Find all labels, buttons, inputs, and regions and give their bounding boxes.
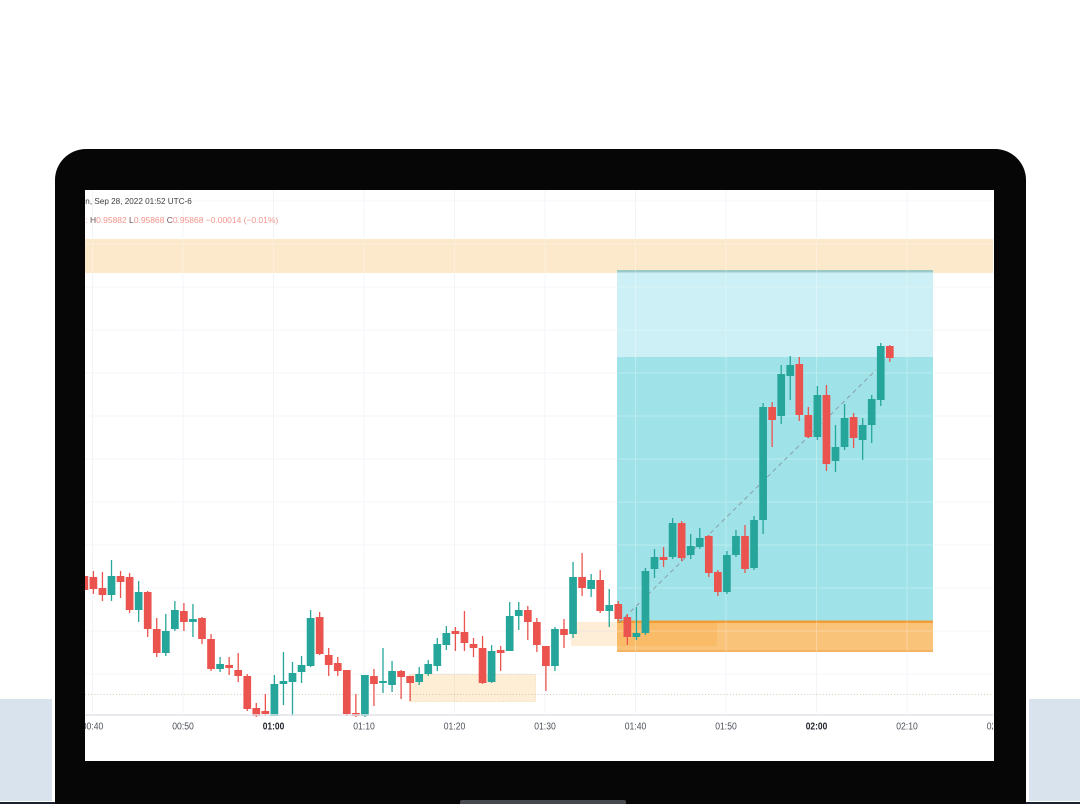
svg-text:01:50: 01:50 — [715, 721, 737, 732]
svg-text:00:50: 00:50 — [172, 721, 194, 732]
svg-text:02:20: 02:20 — [987, 721, 993, 732]
svg-text:02:10: 02:10 — [896, 721, 918, 732]
svg-text:01:00: 01:00 — [263, 721, 285, 732]
svg-text:: H0.95882 L0.95868 C0.95868 −: : H0.95882 L0.95868 C0.95868 −0.00014 (−… — [85, 215, 278, 225]
svg-text:01:10: 01:10 — [353, 721, 375, 732]
svg-text:n, Sep 28, 2022 01:52 UTC-6: n, Sep 28, 2022 01:52 UTC-6 — [85, 196, 192, 206]
svg-text:01:30: 01:30 — [534, 721, 556, 732]
svg-text:01:20: 01:20 — [444, 721, 466, 732]
svg-text:02:00: 02:00 — [806, 721, 828, 732]
svg-text:01:40: 01:40 — [625, 721, 647, 732]
svg-text:00:40: 00:40 — [85, 721, 104, 732]
